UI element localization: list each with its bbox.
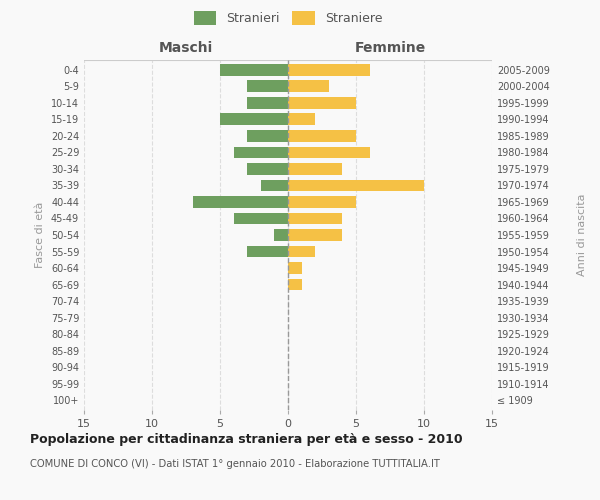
Bar [288,180,424,192]
Y-axis label: Fasce di età: Fasce di età [35,202,45,268]
Bar [288,80,329,92]
Legend: Stranieri, Straniere: Stranieri, Straniere [189,6,387,30]
Bar [288,114,315,126]
Text: Femmine: Femmine [355,41,425,55]
Bar [261,180,288,192]
Text: Anni di nascita: Anni di nascita [577,194,587,276]
Bar [288,278,302,290]
Bar [288,262,302,274]
Bar [233,212,288,224]
Bar [247,130,288,142]
Text: Popolazione per cittadinanza straniera per età e sesso - 2010: Popolazione per cittadinanza straniera p… [30,432,463,446]
Bar [288,97,356,109]
Bar [247,80,288,92]
Bar [220,114,288,126]
Bar [288,146,370,158]
Bar [288,64,370,76]
Bar [288,229,343,241]
Bar [274,229,288,241]
Bar [288,130,356,142]
Bar [247,163,288,175]
Bar [220,64,288,76]
Bar [288,246,315,258]
Text: Maschi: Maschi [159,41,213,55]
Bar [288,196,356,208]
Text: COMUNE DI CONCO (VI) - Dati ISTAT 1° gennaio 2010 - Elaborazione TUTTITALIA.IT: COMUNE DI CONCO (VI) - Dati ISTAT 1° gen… [30,459,440,469]
Bar [233,146,288,158]
Bar [247,246,288,258]
Bar [193,196,288,208]
Bar [288,163,343,175]
Bar [288,212,343,224]
Bar [247,97,288,109]
